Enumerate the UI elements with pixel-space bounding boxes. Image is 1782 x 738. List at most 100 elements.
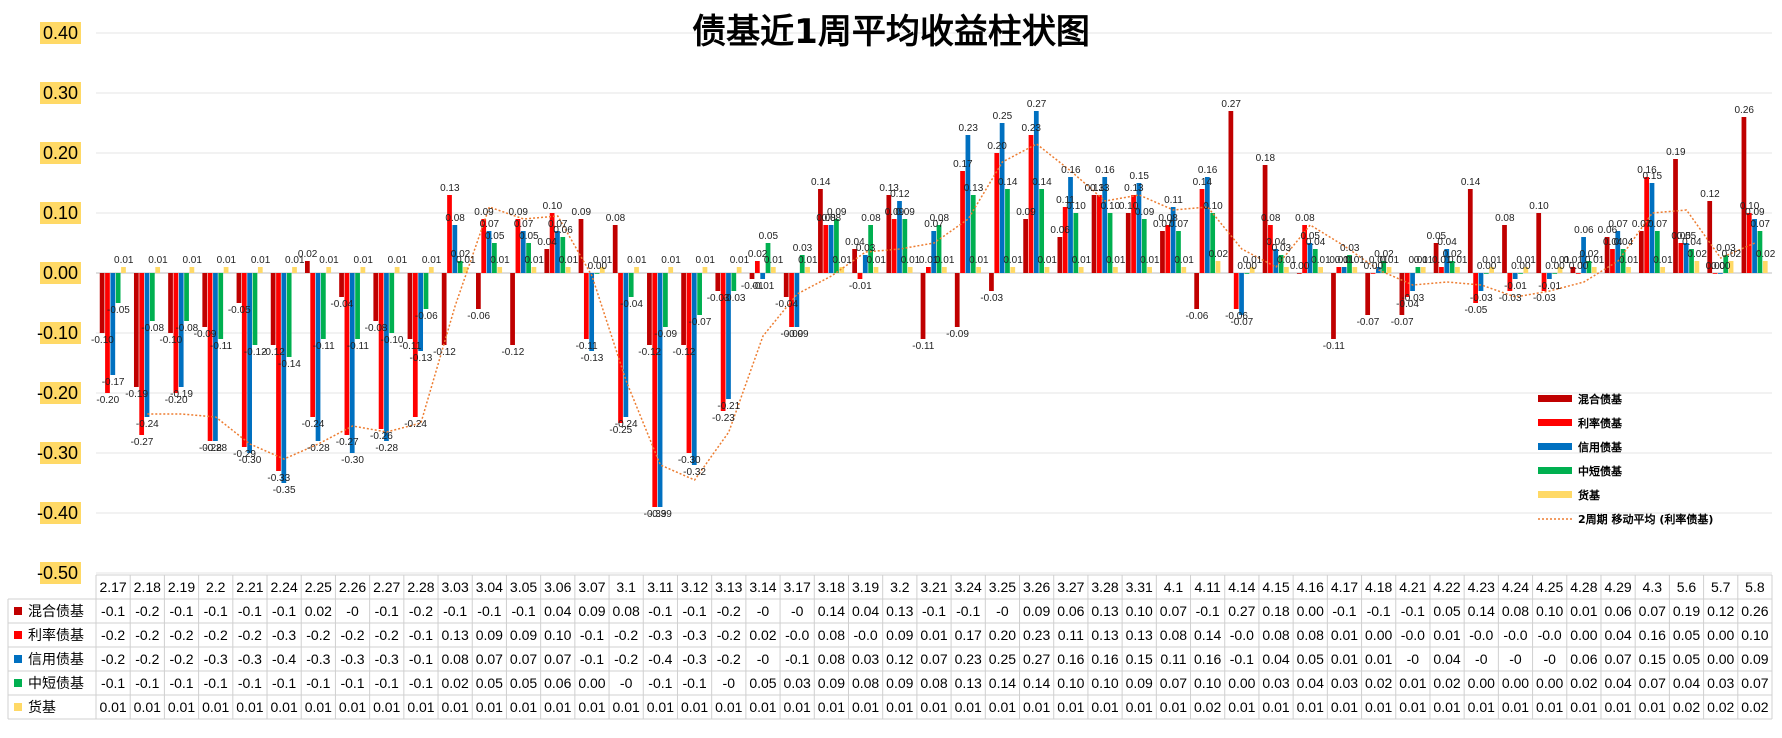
table-cell: 0.01	[749, 699, 776, 715]
table-cell: 0.08	[1160, 627, 1187, 643]
bar	[578, 219, 584, 273]
ytick-highlight	[40, 502, 81, 524]
bar	[481, 219, 487, 273]
data-label: 0.13	[1085, 183, 1105, 194]
ytick-highlight	[40, 322, 81, 344]
bar	[349, 273, 355, 453]
table-cell: 0.19	[1673, 603, 1700, 619]
data-label: 0.03	[1340, 243, 1360, 254]
table-cell: -0.2	[169, 651, 193, 667]
table-cell: -0	[620, 675, 633, 691]
bar	[447, 195, 452, 273]
chart-title: 债基近1周平均收益柱状图	[692, 12, 1090, 52]
table-cell: -0.1	[580, 651, 604, 667]
bar	[515, 219, 521, 273]
data-label: 0.00	[1364, 261, 1384, 272]
table-cell: -0.1	[375, 675, 399, 691]
table-cell: 0.01	[1570, 699, 1597, 715]
x-category-label: 5.8	[1745, 579, 1765, 595]
bar	[144, 273, 150, 417]
table-cell: 0.03	[1707, 675, 1734, 691]
data-label: 0.10	[1101, 201, 1121, 212]
bar	[202, 273, 208, 327]
bar	[1694, 261, 1700, 273]
bar	[1249, 267, 1255, 273]
x-category-label: 3.11	[647, 579, 673, 595]
table-cell: -0.1	[683, 675, 707, 691]
bar	[839, 267, 845, 273]
data-label: -0.04	[775, 299, 798, 310]
bar	[1502, 225, 1507, 273]
bar	[954, 273, 960, 327]
data-label: -0.06	[1225, 311, 1248, 322]
data-label: 0.09	[895, 207, 915, 218]
table-cell: 0.23	[1023, 627, 1050, 643]
data-label: 0.07	[1169, 219, 1189, 230]
data-label: -0.10	[159, 335, 182, 346]
bar	[531, 267, 537, 273]
bar	[1023, 219, 1029, 273]
data-label: 0.08	[861, 213, 881, 224]
legend-swatch	[1538, 491, 1572, 498]
bar	[121, 267, 126, 273]
table-cell: -0.1	[1196, 603, 1220, 619]
data-label: 0.02	[748, 249, 768, 260]
data-label: -0.12	[262, 347, 285, 358]
table-cell: 0.13	[1091, 627, 1118, 643]
data-label: 0.05	[1301, 231, 1321, 242]
table-cell: 0.01	[99, 699, 126, 715]
ytick-label: 0.00	[43, 263, 78, 283]
table-cell: -0	[996, 603, 1009, 619]
table-cell: -0.3	[340, 651, 364, 667]
table-cell: 0.01	[1331, 699, 1358, 715]
bar	[1262, 165, 1268, 273]
x-category-label: 4.18	[1365, 579, 1392, 595]
bar	[931, 231, 937, 273]
x-category-label: 4.23	[1468, 579, 1495, 595]
bar	[1604, 237, 1610, 273]
data-label: -0.24	[404, 419, 427, 430]
table-cell: 0.13	[442, 627, 469, 643]
data-label: 0.02	[1209, 249, 1229, 260]
table-cell: 0.04	[1297, 675, 1324, 691]
table-cell: -0.1	[409, 651, 433, 667]
table-cell: -0.1	[580, 627, 604, 643]
table-cell: 0.00	[1502, 675, 1529, 691]
table-cell: -0.0	[854, 627, 878, 643]
x-category-label: 3.13	[715, 579, 742, 595]
data-label: -0.01	[741, 281, 764, 292]
x-category-label: 3.03	[442, 579, 469, 595]
table-cell: -0.1	[443, 603, 467, 619]
table-cell: 0.27	[1228, 603, 1255, 619]
data-label: -0.09	[654, 329, 677, 340]
table-cell: 0.02	[749, 627, 776, 643]
bar	[1575, 273, 1581, 274]
data-label: 0.03	[1716, 243, 1736, 254]
bar	[1244, 273, 1250, 274]
table-cell: -0.2	[238, 627, 262, 643]
bar	[799, 255, 805, 273]
bar	[1707, 201, 1713, 273]
table-cell: -0.0	[1538, 627, 1562, 643]
data-label: -0.11	[399, 341, 421, 352]
table-cell: 0.01	[442, 699, 469, 715]
table-cell: 0.01	[1091, 699, 1118, 715]
legend-label: 利率债基	[1578, 416, 1623, 430]
table-cell: 0.08	[818, 627, 845, 643]
table-cell: 0.01	[613, 699, 640, 715]
data-label: 0.06	[553, 225, 573, 236]
bar	[1399, 273, 1405, 315]
data-label: 0.00	[1711, 261, 1731, 272]
bar	[1068, 177, 1073, 273]
table-cell: 0.10	[1536, 603, 1563, 619]
bar	[1683, 243, 1689, 273]
data-label: 0.09	[885, 207, 905, 218]
data-label: -0.12	[501, 347, 524, 358]
table-cell: -0.3	[648, 627, 672, 643]
data-label: 0.15	[1129, 171, 1149, 182]
bar	[1718, 273, 1723, 274]
table-cell: 0.17	[955, 627, 982, 643]
x-category-label: 4.3	[1643, 579, 1663, 595]
data-label: 0.10	[1203, 201, 1223, 212]
